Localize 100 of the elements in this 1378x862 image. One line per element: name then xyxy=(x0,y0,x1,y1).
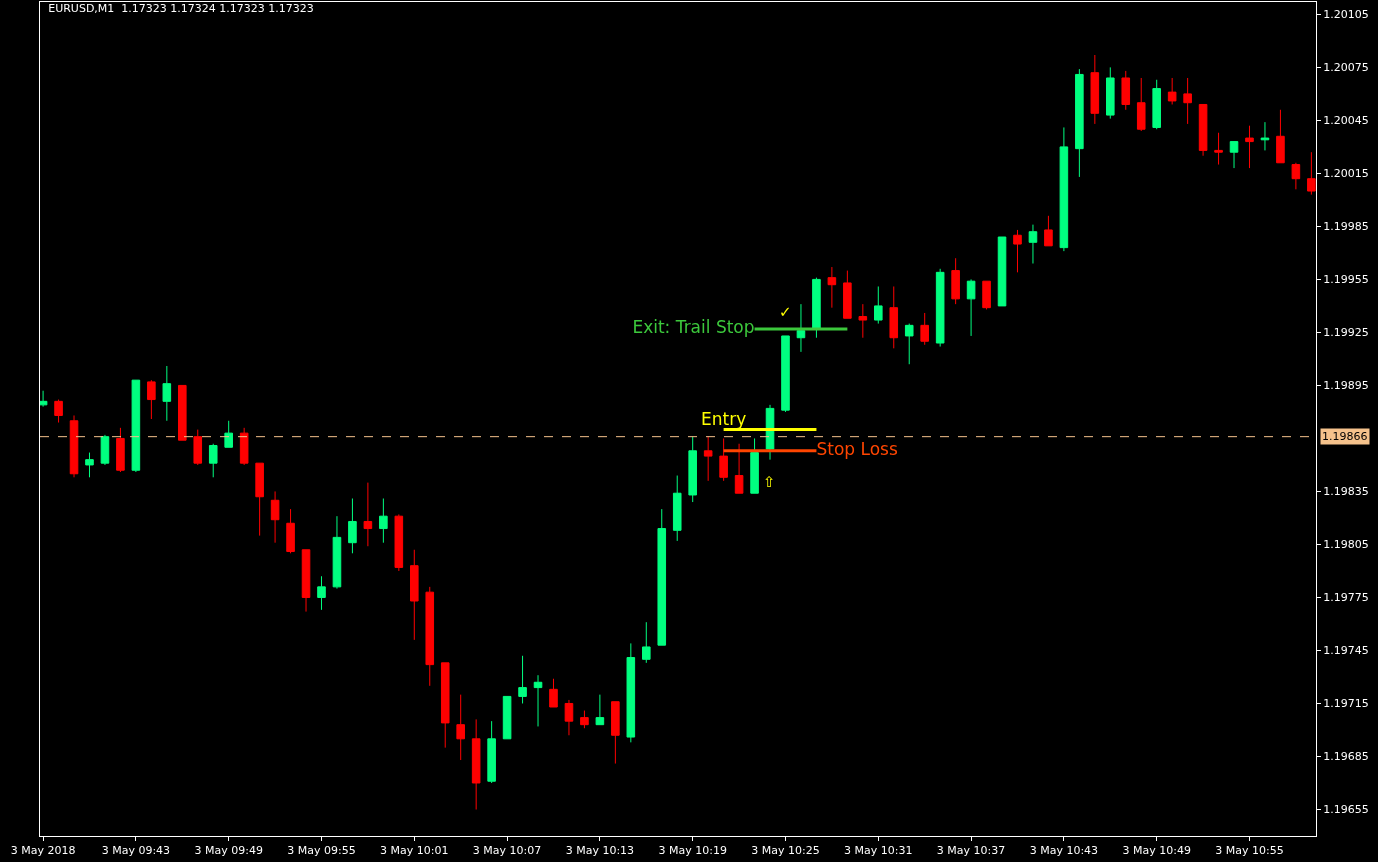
candlestick xyxy=(843,270,852,319)
x-tick-label: 3 May 09:49 xyxy=(194,844,263,858)
candlestick xyxy=(1291,162,1301,190)
candlestick xyxy=(750,437,759,494)
candlestick xyxy=(1198,103,1208,157)
ref-line-label: 1.19866 xyxy=(1322,430,1368,443)
y-tick-label: 1.19955 xyxy=(1323,273,1369,287)
y-tick-label: 1.19745 xyxy=(1323,644,1369,658)
candlestick xyxy=(363,482,373,547)
candlestick xyxy=(657,508,667,646)
candlestick xyxy=(533,674,543,727)
candlestick xyxy=(518,655,527,704)
candlestick xyxy=(1183,77,1192,125)
y-tick-label: 1.20075 xyxy=(1323,61,1369,75)
candlestick xyxy=(611,701,620,765)
candlestick xyxy=(1276,109,1285,164)
candlestick xyxy=(1059,126,1069,252)
candlestick xyxy=(966,278,976,337)
candlestick xyxy=(595,694,605,726)
candlestick xyxy=(626,642,636,743)
y-tick-label: 1.19805 xyxy=(1323,538,1369,552)
candlestick xyxy=(951,257,960,305)
candlestick xyxy=(131,379,141,473)
y-tick-label: 1.19715 xyxy=(1323,697,1369,711)
candlestick xyxy=(239,427,249,466)
annotation: ✓ xyxy=(779,303,792,321)
candlestick xyxy=(904,323,914,365)
chart-title: EURUSD,M1 1.17323 1.17324 1.17323 1.17323 xyxy=(48,2,314,16)
candlestick xyxy=(332,515,342,590)
candlestick xyxy=(255,462,264,537)
candlestick xyxy=(672,475,682,542)
x-tick-label: 3 May 10:37 xyxy=(936,844,1006,858)
candlestick xyxy=(1075,68,1084,178)
candlestick xyxy=(471,718,481,810)
candlestick xyxy=(178,384,187,441)
series-label: Stop Loss xyxy=(816,439,898,460)
candlestick xyxy=(812,277,821,339)
candlestick xyxy=(1121,70,1131,111)
candlestick xyxy=(997,236,1007,307)
candlestick xyxy=(874,285,883,325)
candlestick xyxy=(456,694,465,761)
candlestick xyxy=(1245,125,1254,169)
candlestick xyxy=(440,662,450,749)
candlestick xyxy=(286,508,295,554)
candlestick xyxy=(1229,141,1239,169)
candlestick xyxy=(1136,77,1146,132)
x-tick-label: 3 May 2018 xyxy=(10,844,76,858)
candlestick xyxy=(781,335,790,413)
x-tick-label: 3 May 09:55 xyxy=(287,844,356,858)
candlestick xyxy=(147,379,156,420)
candlestick xyxy=(858,303,868,339)
candlestick xyxy=(1214,132,1223,166)
candlestick xyxy=(580,710,589,729)
y-tick-label: 1.19925 xyxy=(1323,326,1369,340)
candlestick xyxy=(920,312,929,346)
candlestick xyxy=(40,390,48,408)
candlestick xyxy=(410,549,419,641)
candlestick xyxy=(348,498,357,554)
x-tick-label: 3 May 10:43 xyxy=(1029,844,1099,858)
y-tick-label: 1.20015 xyxy=(1323,167,1369,181)
candlestick xyxy=(116,427,125,473)
candlestick xyxy=(1106,66,1115,120)
candlestick xyxy=(688,436,697,503)
y-tick-label: 1.20045 xyxy=(1323,114,1369,128)
candlestick xyxy=(425,586,435,687)
candlestick xyxy=(487,720,496,784)
candlestick xyxy=(502,695,512,740)
candlestick xyxy=(1260,121,1270,151)
candlestick xyxy=(394,513,404,572)
candlestick xyxy=(224,420,233,448)
y-tick-label: 1.19775 xyxy=(1323,591,1369,605)
x-tick-label: 3 May 09:43 xyxy=(101,844,171,858)
annotation: ⇧ xyxy=(763,473,776,491)
y-tick-label: 1.19985 xyxy=(1323,220,1369,234)
candlestick xyxy=(1044,215,1053,247)
x-tick-label: 3 May 10:25 xyxy=(751,844,820,858)
candlestick xyxy=(100,434,110,466)
candlestick xyxy=(69,414,79,478)
x-tick-label: 3 May 10:13 xyxy=(565,844,635,858)
x-tick-label: 3 May 10:01 xyxy=(380,844,449,858)
candlestick xyxy=(703,436,713,482)
y-tick-label: 1.20105 xyxy=(1323,8,1369,22)
x-tick-label: 3 May 10:55 xyxy=(1215,844,1284,858)
candlestick xyxy=(85,452,94,478)
y-tick-label: 1.19895 xyxy=(1323,379,1369,393)
y-tick-label: 1.19685 xyxy=(1323,750,1369,764)
candlestick xyxy=(796,303,806,353)
candlestick xyxy=(827,266,837,309)
candlestick xyxy=(549,678,558,708)
x-tick-label: 3 May 10:07 xyxy=(472,844,542,858)
candlestick xyxy=(1090,54,1100,125)
candlestick xyxy=(317,575,326,611)
candlestick xyxy=(935,268,945,348)
candlestick xyxy=(208,443,218,478)
candlestick xyxy=(1028,224,1038,265)
y-tick-label: 1.19655 xyxy=(1323,803,1369,817)
x-tick-label: 3 May 10:31 xyxy=(844,844,913,858)
candlestick xyxy=(162,365,172,422)
candlestick xyxy=(734,443,744,494)
candlestick xyxy=(270,490,280,544)
